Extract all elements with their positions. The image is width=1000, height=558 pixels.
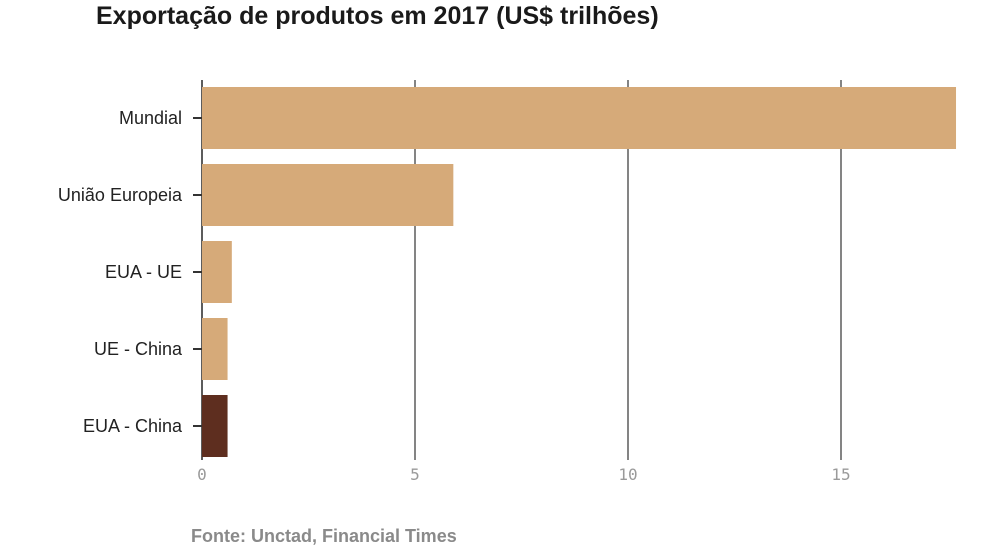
- bar-0: [202, 87, 957, 149]
- chart-title: Exportação de produtos em 2017 (US$ tril…: [96, 2, 659, 30]
- category-label: Mundial: [119, 108, 182, 128]
- category-label: União Europeia: [58, 185, 183, 205]
- x-tick-label: 15: [831, 465, 850, 484]
- source-note: Fonte: Unctad, Financial Times: [191, 526, 457, 546]
- category-label: UE - China: [94, 339, 183, 359]
- category-label: EUA - China: [83, 416, 183, 436]
- x-tick-label: 0: [197, 465, 207, 484]
- x-tick-label: 5: [410, 465, 420, 484]
- bar-4: [202, 395, 228, 457]
- bar-3: [202, 318, 228, 380]
- x-axis-ticks: 0 5 10 15: [197, 465, 850, 484]
- category-label: EUA - UE: [105, 262, 182, 282]
- bar-2: [202, 241, 232, 303]
- x-tick-label: 10: [618, 465, 637, 484]
- bars: [202, 87, 957, 457]
- bar-1: [202, 164, 454, 226]
- category-labels: Mundial União Europeia EUA - UE UE - China E…: [58, 108, 202, 436]
